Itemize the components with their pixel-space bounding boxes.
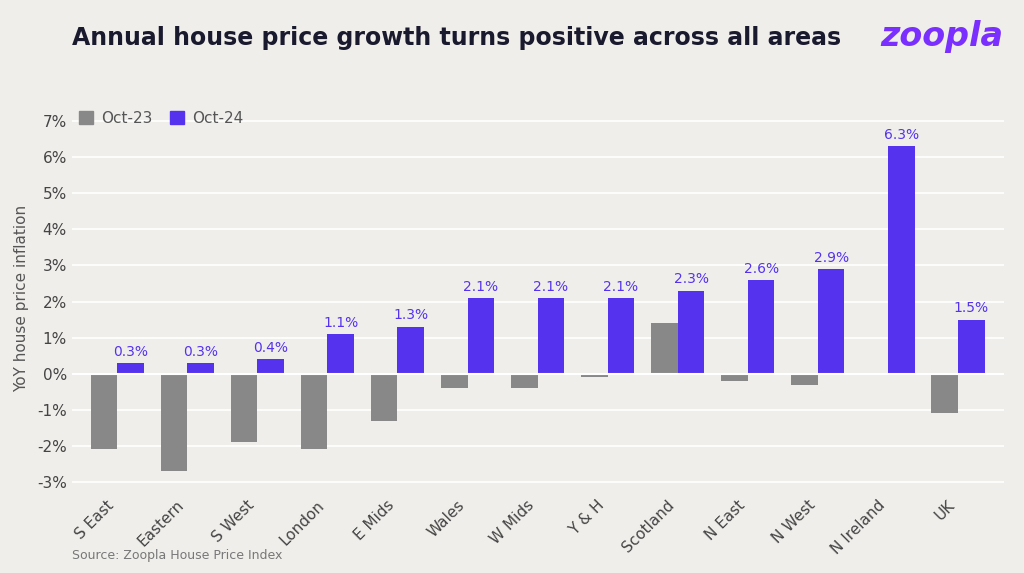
- Text: 0.3%: 0.3%: [183, 344, 218, 359]
- Bar: [721, 374, 748, 381]
- Bar: [187, 363, 214, 374]
- Bar: [161, 374, 187, 471]
- Text: 1.5%: 1.5%: [953, 301, 989, 315]
- Bar: [581, 374, 607, 378]
- Bar: [328, 334, 354, 374]
- Text: 2.1%: 2.1%: [534, 280, 568, 293]
- Text: 2.9%: 2.9%: [814, 251, 849, 265]
- Bar: [441, 374, 468, 388]
- Bar: [117, 363, 143, 374]
- Bar: [90, 374, 117, 449]
- Bar: [888, 147, 914, 374]
- Text: Annual house price growth turns positive across all areas: Annual house price growth turns positive…: [72, 26, 841, 50]
- Text: 2.6%: 2.6%: [743, 262, 778, 276]
- Text: 1.3%: 1.3%: [393, 308, 428, 323]
- Bar: [468, 298, 495, 374]
- Bar: [538, 298, 564, 374]
- Bar: [511, 374, 538, 388]
- Bar: [301, 374, 328, 449]
- Bar: [230, 374, 257, 442]
- Text: 2.1%: 2.1%: [603, 280, 639, 293]
- Bar: [651, 323, 678, 374]
- Text: Source: Zoopla House Price Index: Source: Zoopla House Price Index: [72, 548, 282, 562]
- Text: 0.4%: 0.4%: [253, 341, 288, 355]
- Text: zoopla: zoopla: [881, 20, 1004, 53]
- Bar: [678, 291, 705, 374]
- Text: 0.3%: 0.3%: [113, 344, 148, 359]
- Bar: [818, 269, 845, 374]
- Text: 2.1%: 2.1%: [463, 280, 499, 293]
- Text: 2.3%: 2.3%: [674, 272, 709, 286]
- Bar: [748, 280, 774, 374]
- Legend: Oct-23, Oct-24: Oct-23, Oct-24: [79, 111, 243, 126]
- Bar: [792, 374, 818, 384]
- Y-axis label: YoY house price inflation: YoY house price inflation: [13, 205, 29, 391]
- Bar: [257, 359, 284, 374]
- Text: 6.3%: 6.3%: [884, 128, 919, 142]
- Bar: [607, 298, 634, 374]
- Text: 1.1%: 1.1%: [324, 316, 358, 329]
- Bar: [932, 374, 958, 413]
- Bar: [958, 320, 985, 374]
- Bar: [371, 374, 397, 421]
- Bar: [397, 327, 424, 374]
